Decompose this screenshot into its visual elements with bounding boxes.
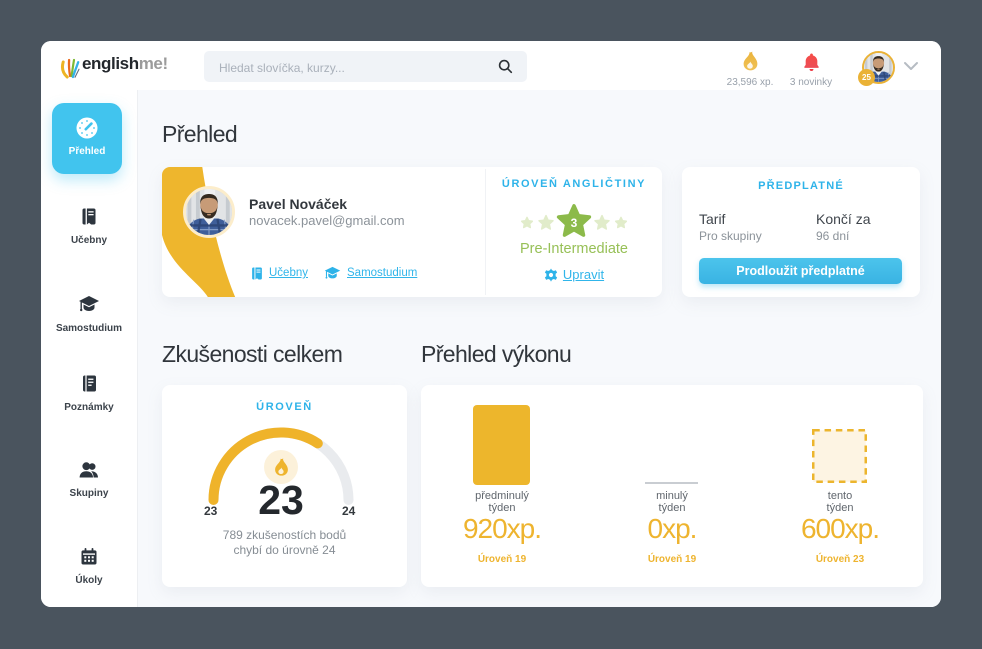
svg-text:3: 3: [571, 216, 578, 230]
